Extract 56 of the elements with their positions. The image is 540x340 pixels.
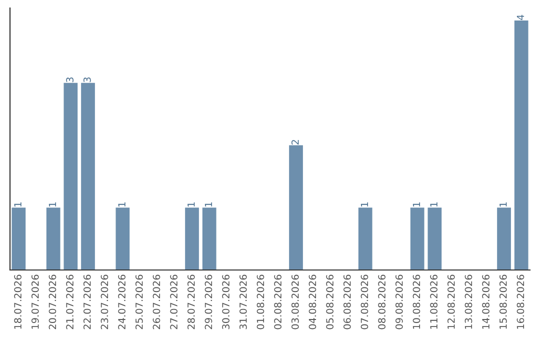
- data-label: 1: [14, 202, 22, 207]
- x-tick-label: 16.08.2026: [516, 274, 524, 329]
- bar: [514, 20, 528, 270]
- x-tick-label: 19.07.2026: [31, 274, 39, 329]
- x-tick-label: 24.07.2026: [118, 274, 126, 330]
- bar: [358, 208, 372, 270]
- bar: [185, 208, 199, 270]
- data-label: 1: [48, 202, 56, 207]
- bar: [64, 82, 78, 270]
- x-tick-label: 23.07.2026: [100, 274, 108, 330]
- x-tick-label: 02.08.2026: [274, 274, 282, 330]
- bar: [116, 208, 130, 270]
- x-tick-label: 18.07.2026: [14, 274, 22, 329]
- x-tick-label: 29.07.2026: [204, 274, 212, 330]
- bar: [497, 208, 511, 270]
- x-tick-label: 12.08.2026: [447, 274, 455, 329]
- x-tick-label: 01.08.2026: [256, 274, 264, 330]
- bar: [12, 208, 26, 270]
- x-tick-label: 26.07.2026: [152, 274, 160, 330]
- bar: [410, 208, 424, 270]
- x-tick-label: 05.08.2026: [326, 274, 334, 330]
- bar: [202, 208, 216, 270]
- x-tick-label: 15.08.2026: [499, 274, 507, 329]
- x-tick-label: 22.07.2026: [83, 274, 91, 330]
- data-label: 4: [516, 14, 524, 20]
- x-tick-label: 31.07.2026: [239, 274, 247, 330]
- x-tick-label: 14.08.2026: [482, 274, 490, 329]
- bar: [46, 208, 60, 270]
- x-tick-label: 09.08.2026: [395, 274, 403, 330]
- x-tick-label: 03.08.2026: [291, 274, 299, 330]
- x-tick-label: 04.08.2026: [308, 274, 316, 330]
- x-tick-label: 13.08.2026: [464, 274, 472, 329]
- data-label: 3: [83, 77, 91, 82]
- x-tick-label: 07.08.2026: [360, 274, 368, 330]
- x-tick-label: 06.08.2026: [343, 274, 351, 330]
- x-tick-label: 25.07.2026: [135, 274, 143, 330]
- data-label: 1: [204, 202, 212, 207]
- data-label: 3: [66, 77, 74, 82]
- bar: [289, 145, 303, 270]
- data-label: 1: [430, 202, 438, 207]
- data-label: 1: [500, 202, 507, 207]
- x-tick-label: 20.07.2026: [48, 274, 56, 330]
- bar: [428, 208, 442, 270]
- x-tick-label: 11.08.2026: [430, 274, 438, 329]
- x-tick-label: 21.07.2026: [66, 274, 74, 330]
- x-tick-label: 08.08.2026: [378, 274, 386, 330]
- bar: [81, 82, 95, 270]
- data-label: 1: [118, 202, 126, 207]
- data-label: 1: [412, 202, 420, 207]
- x-tick-label: 28.07.2026: [187, 274, 195, 330]
- data-label: 1: [360, 202, 368, 207]
- x-tick-label: 27.07.2026: [170, 274, 178, 330]
- data-label: 2: [291, 140, 299, 145]
- x-tick-label: 10.08.2026: [412, 274, 420, 329]
- x-tick-label: 30.07.2026: [222, 274, 230, 330]
- data-label: 1: [188, 202, 195, 207]
